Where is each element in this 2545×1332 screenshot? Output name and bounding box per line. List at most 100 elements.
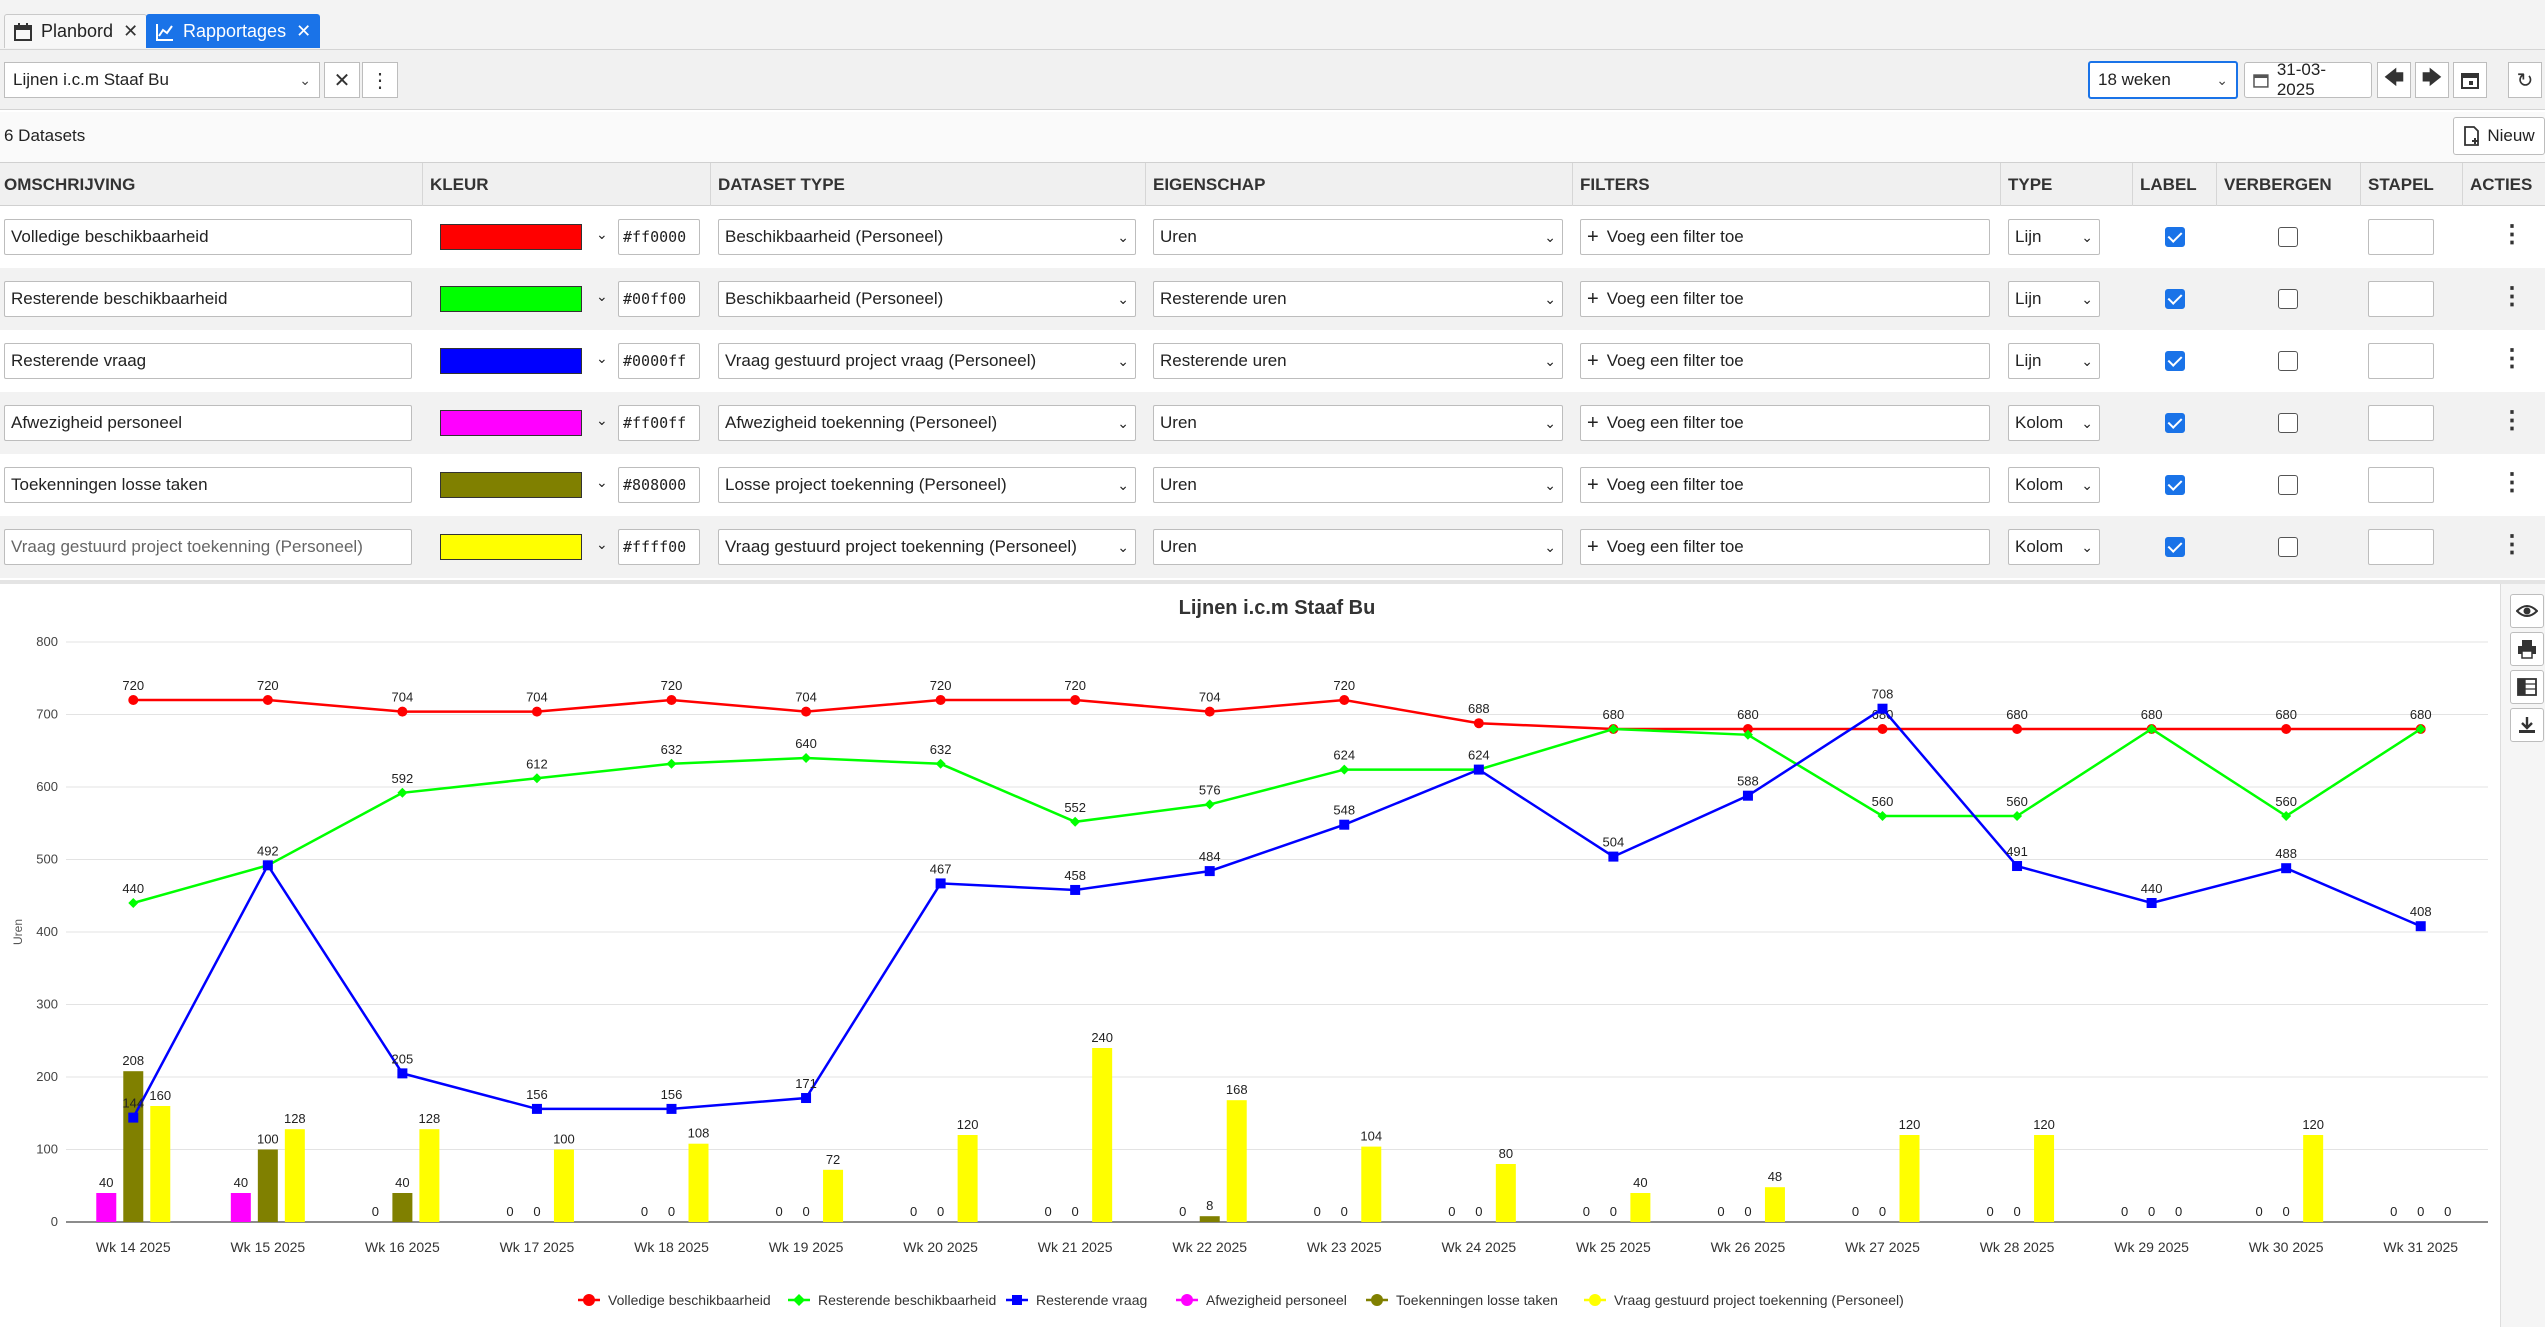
chevron-down-icon[interactable]: ⌄ bbox=[596, 226, 608, 242]
description-input[interactable]: Volledige beschikbaarheid bbox=[4, 219, 412, 255]
row-actions-button[interactable]: ⋮ bbox=[2500, 468, 2524, 497]
color-swatch[interactable] bbox=[440, 286, 582, 312]
new-dataset-button[interactable]: Nieuw bbox=[2453, 117, 2545, 155]
dataset-type-select[interactable]: Beschikbaarheid (Personeel) ⌄ bbox=[718, 281, 1136, 317]
chevron-down-icon[interactable]: ⌄ bbox=[596, 474, 608, 490]
color-swatch[interactable] bbox=[440, 348, 582, 374]
property-select[interactable]: Uren ⌄ bbox=[1153, 219, 1563, 255]
stack-input[interactable] bbox=[2368, 281, 2434, 317]
chevron-down-icon[interactable]: ⌄ bbox=[596, 536, 608, 552]
property-select[interactable]: Resterende uren ⌄ bbox=[1153, 281, 1563, 317]
label-checkbox[interactable] bbox=[2165, 227, 2185, 247]
dataset-type-select[interactable]: Vraag gestuurd project vraag (Personeel)… bbox=[718, 343, 1136, 379]
chart-type-select[interactable]: Lijn ⌄ bbox=[2008, 343, 2100, 379]
chart-type-select[interactable]: Kolom ⌄ bbox=[2008, 467, 2100, 503]
add-filter-button[interactable]: + Voeg een filter toe bbox=[1580, 281, 1990, 317]
table-row: Resterende beschikbaarheid ⌄ #00ff00 Bes… bbox=[0, 268, 2545, 330]
description-input[interactable]: Toekenningen losse taken bbox=[4, 467, 412, 503]
color-swatch[interactable] bbox=[440, 224, 582, 250]
line-point bbox=[531, 706, 542, 717]
previous-button[interactable]: 🡄 bbox=[2377, 62, 2411, 98]
label-checkbox[interactable] bbox=[2165, 351, 2185, 371]
legend-label: Vraag gestuurd project toekenning (Perso… bbox=[1614, 1292, 1904, 1308]
line-point bbox=[935, 695, 946, 705]
stack-input[interactable] bbox=[2368, 529, 2434, 565]
more-options-button[interactable]: ⋮ bbox=[362, 62, 398, 98]
property-select[interactable]: Uren ⌄ bbox=[1153, 405, 1563, 441]
add-filter-button[interactable]: + Voeg een filter toe bbox=[1580, 343, 1990, 379]
stack-input[interactable] bbox=[2368, 405, 2434, 441]
hex-color-input[interactable]: #ff00ff bbox=[618, 405, 700, 441]
property-select[interactable]: Resterende uren ⌄ bbox=[1153, 343, 1563, 379]
chevron-down-icon[interactable]: ⌄ bbox=[596, 350, 608, 366]
property-select[interactable]: Uren ⌄ bbox=[1153, 467, 1563, 503]
close-icon[interactable]: ✕ bbox=[296, 21, 312, 41]
weeks-select[interactable]: 18 weken ⌄ bbox=[2088, 61, 2238, 99]
chart-type-select[interactable]: Lijn ⌄ bbox=[2008, 281, 2100, 317]
line-data-label: 560 bbox=[2006, 794, 2028, 809]
label-checkbox[interactable] bbox=[2165, 413, 2185, 433]
add-filter-button[interactable]: + Voeg een filter toe bbox=[1580, 405, 1990, 441]
row-actions-button[interactable]: ⋮ bbox=[2500, 344, 2524, 373]
hex-color-input[interactable]: #ff0000 bbox=[618, 219, 700, 255]
description-input[interactable]: Vraag gestuurd project toekenning (Perso… bbox=[4, 529, 412, 565]
hide-checkbox[interactable] bbox=[2278, 351, 2298, 371]
hide-checkbox[interactable] bbox=[2278, 413, 2298, 433]
color-swatch[interactable] bbox=[440, 472, 582, 498]
property-select[interactable]: Uren ⌄ bbox=[1153, 529, 1563, 565]
add-filter-button[interactable]: + Voeg een filter toe bbox=[1580, 467, 1990, 503]
stack-input[interactable] bbox=[2368, 467, 2434, 503]
hide-checkbox[interactable] bbox=[2278, 227, 2298, 247]
date-field[interactable]: 31-03-2025 bbox=[2244, 60, 2372, 99]
hex-color-input[interactable]: #0000ff bbox=[618, 343, 700, 379]
description-input[interactable]: Afwezigheid personeel bbox=[4, 405, 412, 441]
y-tick-label: 800 bbox=[36, 634, 58, 649]
refresh-button[interactable]: ↻ bbox=[2508, 62, 2542, 98]
label-checkbox[interactable] bbox=[2165, 537, 2185, 557]
report-select[interactable]: Lijnen i.c.m Staaf Bu ⌄ bbox=[4, 62, 320, 98]
chart-type-select[interactable]: Kolom ⌄ bbox=[2008, 529, 2100, 565]
row-actions-button[interactable]: ⋮ bbox=[2500, 530, 2524, 559]
color-swatch[interactable] bbox=[440, 410, 582, 436]
dataset-type-select[interactable]: Vraag gestuurd project toekenning (Perso… bbox=[718, 529, 1136, 565]
row-actions-button[interactable]: ⋮ bbox=[2500, 406, 2524, 435]
tab-planbord[interactable]: Planbord ✕ bbox=[4, 14, 148, 48]
export-excel-button[interactable] bbox=[2510, 670, 2544, 704]
line-data-label: 720 bbox=[122, 678, 144, 693]
description-input[interactable]: Resterende beschikbaarheid bbox=[4, 281, 412, 317]
color-swatch[interactable] bbox=[440, 534, 582, 560]
chevron-down-icon[interactable]: ⌄ bbox=[596, 412, 608, 428]
row-actions-button[interactable]: ⋮ bbox=[2500, 282, 2524, 311]
download-button[interactable] bbox=[2510, 708, 2544, 742]
dataset-type-select[interactable]: Losse project toekenning (Personeel) ⌄ bbox=[718, 467, 1136, 503]
print-button[interactable] bbox=[2510, 632, 2544, 666]
chevron-down-icon: ⌄ bbox=[1544, 290, 1556, 307]
toggle-visibility-button[interactable] bbox=[2510, 594, 2544, 628]
hide-checkbox[interactable] bbox=[2278, 475, 2298, 495]
chart-type-select[interactable]: Kolom ⌄ bbox=[2008, 405, 2100, 441]
hide-checkbox[interactable] bbox=[2278, 537, 2298, 557]
stack-input[interactable] bbox=[2368, 343, 2434, 379]
line-data-label: 408 bbox=[2410, 904, 2432, 919]
calendar-button[interactable] bbox=[2453, 62, 2487, 98]
add-filter-button[interactable]: + Voeg een filter toe bbox=[1580, 529, 1990, 565]
row-actions-button[interactable]: ⋮ bbox=[2500, 220, 2524, 249]
bar-data-label: 208 bbox=[122, 1053, 144, 1068]
next-button[interactable]: 🡆 bbox=[2415, 62, 2449, 98]
dataset-type-select[interactable]: Afwezigheid toekenning (Personeel) ⌄ bbox=[718, 405, 1136, 441]
clear-button[interactable]: ✕ bbox=[324, 62, 360, 98]
stack-input[interactable] bbox=[2368, 219, 2434, 255]
hex-color-input[interactable]: #ffff00 bbox=[618, 529, 700, 565]
add-filter-button[interactable]: + Voeg een filter toe bbox=[1580, 219, 1990, 255]
dataset-type-select[interactable]: Beschikbaarheid (Personeel) ⌄ bbox=[718, 219, 1136, 255]
hex-color-input[interactable]: #00ff00 bbox=[618, 281, 700, 317]
hide-checkbox[interactable] bbox=[2278, 289, 2298, 309]
tab-rapportages[interactable]: Rapportages ✕ bbox=[146, 14, 321, 48]
chevron-down-icon[interactable]: ⌄ bbox=[596, 288, 608, 304]
label-checkbox[interactable] bbox=[2165, 475, 2185, 495]
label-checkbox[interactable] bbox=[2165, 289, 2185, 309]
hex-color-input[interactable]: #808000 bbox=[618, 467, 700, 503]
chart-type-select[interactable]: Lijn ⌄ bbox=[2008, 219, 2100, 255]
close-icon[interactable]: ✕ bbox=[123, 21, 139, 41]
description-input[interactable]: Resterende vraag bbox=[4, 343, 412, 379]
